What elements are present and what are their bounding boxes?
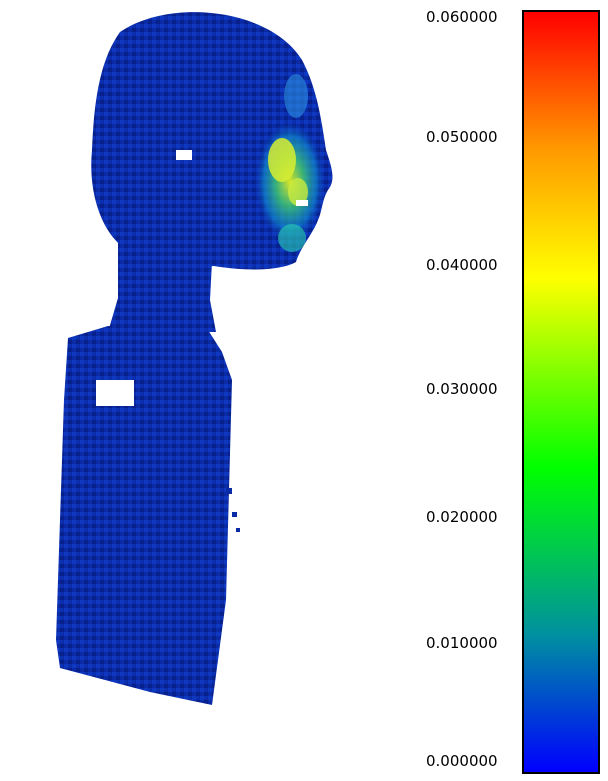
colorbar-tick-label: 0.020000 xyxy=(426,508,498,526)
eye-hole xyxy=(296,200,308,206)
colorbar xyxy=(522,10,600,774)
stray-point xyxy=(236,528,240,532)
colorbar-tick-label: 0.060000 xyxy=(426,8,498,26)
cheek-highlight xyxy=(288,178,308,206)
chin-glow xyxy=(278,224,306,252)
ear-hole xyxy=(176,150,192,160)
shoulder-hole xyxy=(96,380,134,406)
face-highlight xyxy=(268,138,296,182)
stray-point xyxy=(232,512,237,517)
colorbar-tick-label: 0.030000 xyxy=(426,380,498,398)
colorbar-tick-label: 0.050000 xyxy=(426,128,498,146)
stray-point xyxy=(226,488,232,494)
colorbar-tick-label: 0.000000 xyxy=(426,752,498,770)
point-cloud-bust xyxy=(56,12,333,705)
colorbar-tick-label: 0.010000 xyxy=(426,634,498,652)
colorbar-tick-label: 0.040000 xyxy=(426,256,498,274)
forehead-glow xyxy=(284,74,308,118)
bust-body xyxy=(56,326,232,705)
